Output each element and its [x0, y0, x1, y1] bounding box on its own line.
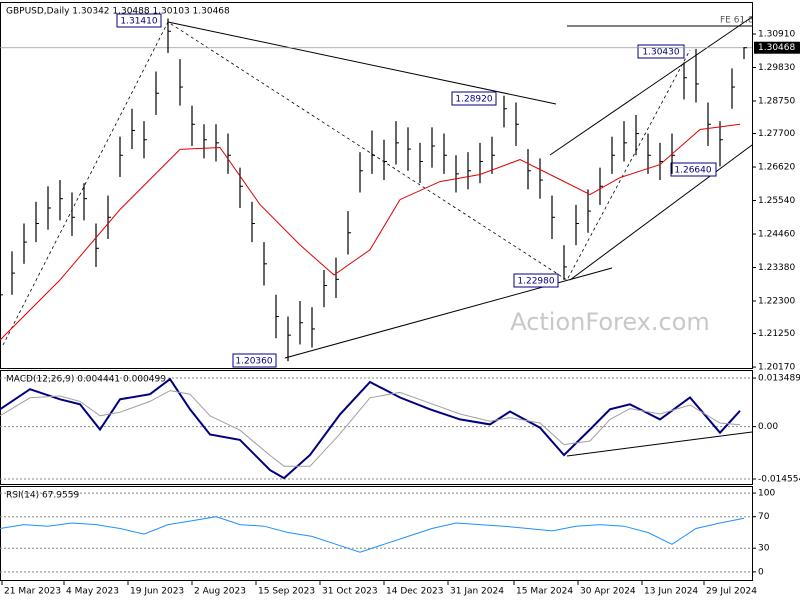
macd-panel — [0, 370, 753, 485]
x-tick-label: 31 Oct 2023 — [322, 587, 378, 597]
x-tick-label: 15 Mar 2024 — [516, 587, 573, 597]
last-price-label: 1.30468 — [758, 43, 795, 53]
label-box — [232, 353, 277, 368]
y-tick-label: 1.27700 — [758, 129, 795, 139]
y-tick-label: 1.23380 — [758, 263, 795, 273]
y-tick-label: 0.00 — [758, 422, 778, 432]
x-tick-label: 15 Sep 2023 — [258, 587, 315, 597]
y-tick-label: 1.26620 — [758, 163, 795, 173]
x-tick-label: 21 Mar 2023 — [4, 587, 61, 597]
channel-line — [569, 144, 753, 281]
frame — [0, 2, 753, 581]
swing-line — [2, 21, 691, 346]
indicator-line — [0, 516, 745, 553]
rsi-title: RSI(14) 67.9559 — [6, 491, 79, 501]
macd-title: MACD(12,26,9) 0.004441 0.000499 — [6, 375, 166, 385]
x-tick-label: 31 Jan 2024 — [450, 587, 504, 597]
y-tick-label: 1.28750 — [758, 96, 795, 106]
x-tick-label: 4 May 2023 — [66, 587, 119, 597]
annotation: 1.28920 — [455, 95, 492, 105]
x-tick-label: 19 Jun 2023 — [130, 587, 184, 597]
y-tick-label: 1.30910 — [758, 30, 795, 40]
channel-line — [549, 16, 753, 156]
y-tick-label: 1.21250 — [758, 329, 795, 339]
y-tick-label: 0.013489 — [758, 374, 800, 384]
x-tick-label: 13 Jun 2024 — [644, 587, 698, 597]
x-tick-label: 2 Aug 2023 — [194, 587, 246, 597]
y-tick-label: 100 — [758, 489, 775, 499]
last-price-box — [754, 41, 800, 54]
label-box — [451, 91, 497, 106]
annotation: 1.31410 — [120, 17, 157, 27]
label-box — [670, 162, 717, 177]
indicator-line — [0, 377, 741, 480]
trendlines — [2, 16, 753, 457]
fe-label: FE 61.8 — [720, 16, 754, 26]
y-tick-label: 1.25540 — [758, 196, 795, 206]
annotation: 1.26640 — [674, 166, 711, 176]
annotation: 1.22980 — [517, 277, 554, 287]
x-tick-label: 30 Apr 2024 — [580, 587, 636, 597]
chart-title: GBPUSD,Daily 1.30342 1.30488 1.30103 1.3… — [6, 7, 230, 17]
y-tick-label: 1.29830 — [758, 63, 795, 73]
watermark: ActionForex.com — [510, 308, 710, 336]
y-tick-label: -0.014554 — [758, 474, 800, 484]
moving-average — [0, 123, 741, 341]
annotations: 1.31410 1.28920 1.30430 1.26640 1.22980 … — [116, 13, 717, 368]
trendline — [167, 21, 557, 105]
annotation: 1.30430 — [642, 48, 679, 58]
macd-trendline — [566, 431, 753, 457]
price-panel — [0, 2, 753, 369]
label-box — [637, 44, 685, 59]
y-tick-label: 70 — [758, 512, 770, 522]
x-tick-label: 29 Jul 2024 — [706, 587, 757, 597]
x-tick-label: 14 Dec 2023 — [386, 587, 444, 597]
label-box — [513, 273, 559, 288]
y-tick-label: 1.22300 — [758, 297, 795, 307]
y-tick-label: 1.24460 — [758, 230, 795, 240]
indicator-line — [0, 390, 741, 467]
rsi-panel — [0, 486, 753, 581]
annotation: 1.20360 — [235, 357, 272, 367]
label-box — [116, 13, 162, 28]
y-tick-label: 30 — [758, 544, 770, 554]
y-tick-label: 0 — [758, 567, 764, 577]
y-tick-label: 1.20170 — [758, 363, 795, 373]
